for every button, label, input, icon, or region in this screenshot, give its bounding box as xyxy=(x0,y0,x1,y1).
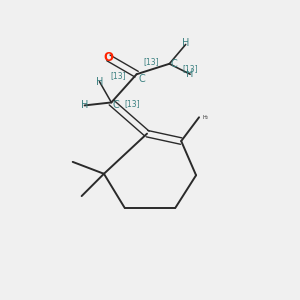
Text: H₃: H₃ xyxy=(202,115,208,120)
Text: H: H xyxy=(81,100,88,110)
Text: [13]: [13] xyxy=(143,57,159,66)
Text: H: H xyxy=(96,76,103,87)
Text: [13]: [13] xyxy=(183,64,198,73)
Text: H: H xyxy=(182,38,189,48)
Text: C: C xyxy=(113,100,120,110)
Text: H: H xyxy=(186,69,194,79)
Text: C: C xyxy=(171,59,178,69)
Text: O: O xyxy=(103,51,113,64)
Text: [13]: [13] xyxy=(125,99,140,108)
Text: [13]: [13] xyxy=(111,71,126,80)
Text: C: C xyxy=(138,74,145,84)
